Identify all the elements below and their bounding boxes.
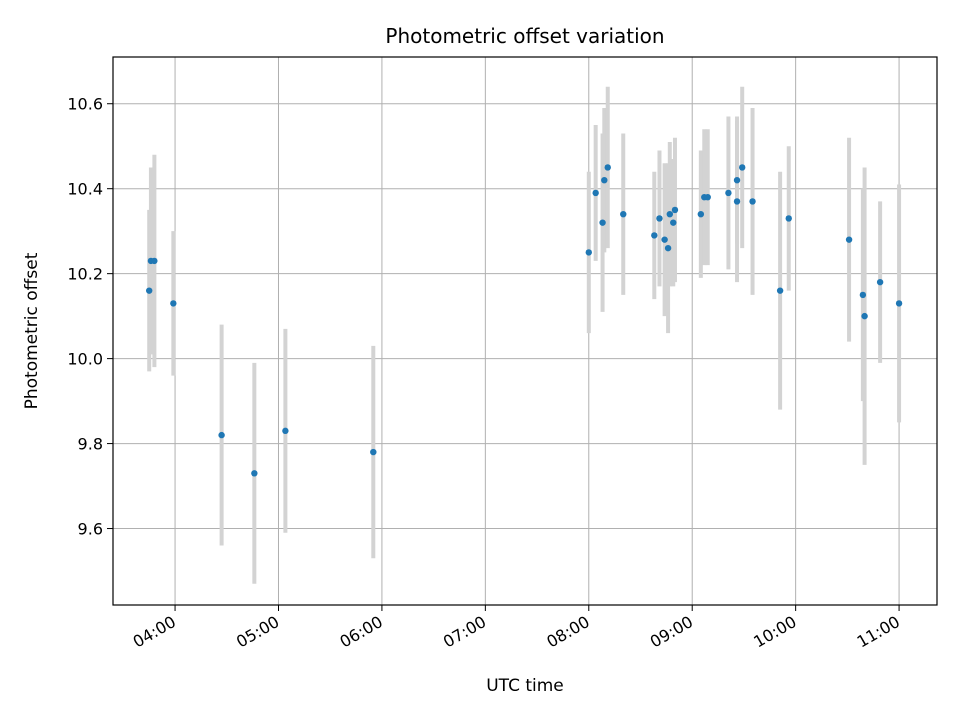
data-point [218,431,225,439]
data-point [739,164,746,171]
chart-title: Photometric offset variation [385,24,664,48]
data-point [282,427,289,435]
data-point [876,278,884,286]
y-tick-label: 9.6 [78,520,103,539]
data-point [861,312,868,320]
data-point [776,287,784,294]
data-point [845,236,853,243]
y-tick-label: 9.8 [78,435,103,454]
data-point [666,210,674,218]
data-point [859,291,867,299]
data-point [604,164,611,171]
data-point [733,176,741,184]
data-point [670,219,677,226]
data-point [749,198,756,205]
y-tick-label: 10.4 [67,180,103,199]
data-point [785,215,792,222]
data-point [733,198,741,205]
data-point [146,287,153,294]
data-point [599,219,606,226]
data-point [585,249,592,256]
x-axis-label: UTC time [486,676,564,696]
y-axis: 9.6 9.8 10.0 10.2 10.4 10.6 [67,95,113,539]
data-point [651,232,658,239]
data-point [620,210,627,218]
y-axis-label: Photometric offset [22,252,42,409]
y-tick-label: 10.6 [67,95,103,114]
y-tick-label: 10.0 [67,350,103,369]
data-point [664,244,672,252]
data-point [601,176,608,184]
data-point [170,300,177,307]
data-point [661,236,668,243]
data-point [151,257,158,265]
data-point [370,448,377,456]
data-point [697,210,705,218]
data-point [704,193,711,201]
data-point [671,206,679,214]
data-point [592,189,599,197]
y-tick-label: 10.2 [67,265,103,284]
data-point [251,470,258,477]
data-point [656,215,663,222]
data-points [146,164,903,477]
data-point [895,300,903,307]
data-point [725,189,732,197]
plot-frame [112,56,938,606]
